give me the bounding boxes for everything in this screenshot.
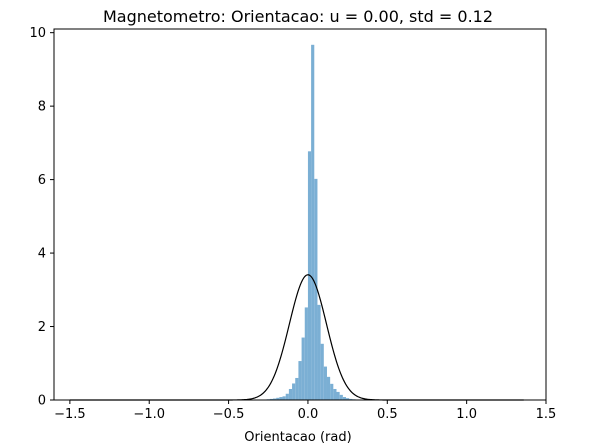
y-tick-label-1: 2 <box>38 320 46 335</box>
x-tick-label-1: −1.0 <box>133 407 165 422</box>
histogram-bar-23 <box>326 376 331 400</box>
histogram-bar-30 <box>349 398 353 400</box>
x-tick-label-6: 1.5 <box>536 407 557 422</box>
histogram-bar-18 <box>311 44 315 401</box>
histogram-bar-16 <box>304 307 308 400</box>
histogram-bar-12 <box>292 383 296 400</box>
histogram-bar-5 <box>269 398 274 400</box>
x-tick-label-4: 0.5 <box>377 407 398 422</box>
y-tick-label-4: 8 <box>38 100 46 115</box>
x-tick-label-3: 0.0 <box>298 407 319 422</box>
histogram-bar-27 <box>339 394 343 400</box>
histogram-bar-7 <box>276 397 280 400</box>
x-tick-label-5: 1.0 <box>456 407 477 422</box>
histogram-bar-26 <box>336 391 340 400</box>
histogram-bar-8 <box>279 397 283 400</box>
histogram-bar-28 <box>342 397 347 400</box>
histogram-bar-15 <box>301 337 305 400</box>
histogram-bar-9 <box>282 396 286 400</box>
y-tick-label-0: 0 <box>38 394 46 409</box>
histogram-bar-19 <box>314 178 318 400</box>
histogram-bar-24 <box>330 383 334 400</box>
x-axis-ticks: −1.5 −1.0 −0.5 0.0 0.5 1.0 1.5 <box>54 400 556 422</box>
plot-frame <box>53 28 547 401</box>
histogram-bar-14 <box>298 361 302 400</box>
histogram-bar-13 <box>295 377 299 400</box>
histogram-bar-11 <box>288 388 293 400</box>
histogram-bar-25 <box>333 388 337 400</box>
histogram-bar-22 <box>323 366 327 400</box>
x-tick-label-2: −0.5 <box>213 407 245 422</box>
y-tick-label-3: 6 <box>38 173 46 188</box>
histogram-bar-10 <box>285 393 289 400</box>
y-axis-ticks: 0 2 4 6 8 10 <box>29 26 54 409</box>
y-tick-label-2: 4 <box>38 247 46 262</box>
y-tick-label-5: 10 <box>29 26 46 41</box>
histogram-bar-6 <box>273 398 277 400</box>
histogram-bar-20 <box>317 304 321 400</box>
x-axis-label: Orientacao (rad) <box>244 430 351 445</box>
chart-title: Magnetometro: Orientacao: u = 0.00, std … <box>103 7 493 26</box>
x-tick-label-0: −1.5 <box>54 407 86 422</box>
histogram-bar-29 <box>346 398 350 400</box>
histogram-bar-21 <box>320 343 324 400</box>
